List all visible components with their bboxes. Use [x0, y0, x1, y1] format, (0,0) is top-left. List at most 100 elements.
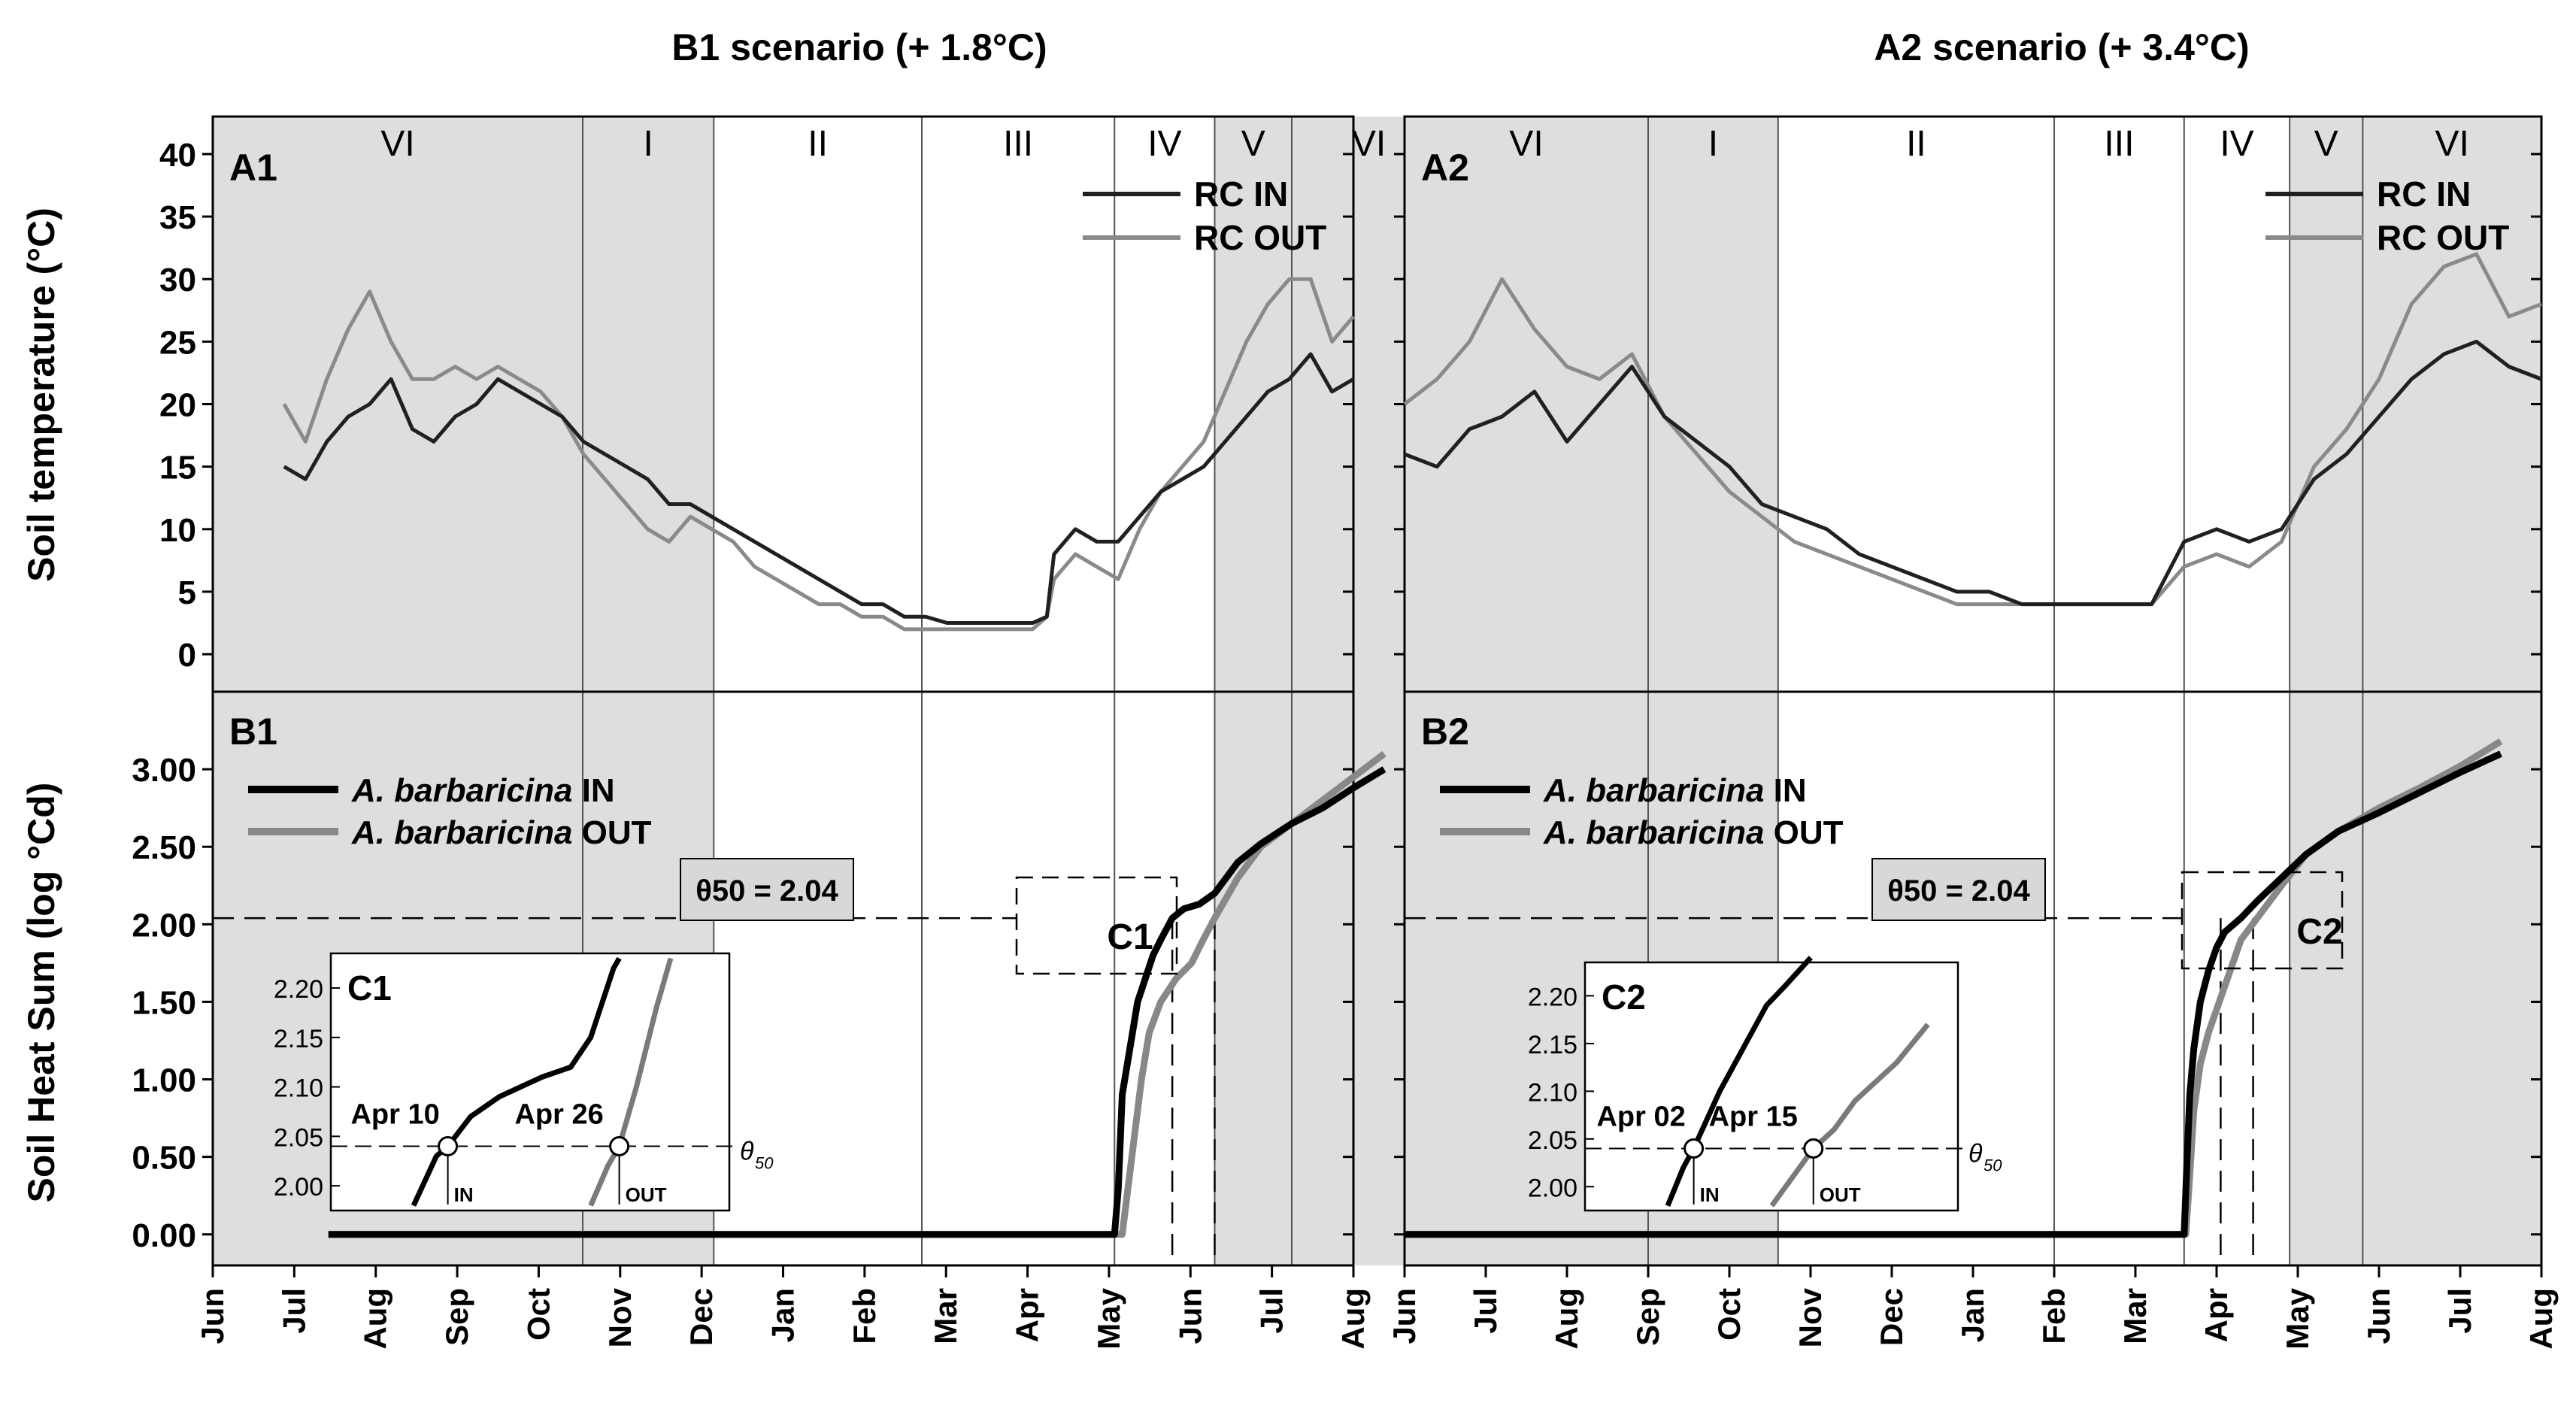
y-axis-label-temperature: Soil temperature (°C) [20, 208, 62, 582]
inset-cross-marker [438, 1136, 459, 1156]
x-tick-label: Nov [1793, 1287, 1828, 1347]
y-tick-label: 1.50 [132, 984, 196, 1021]
x-tick-label: Jul [276, 1288, 311, 1334]
phase-label: II [808, 124, 828, 164]
theta-box [680, 858, 854, 921]
x-tick-label: Aug [358, 1288, 393, 1350]
x-tick-label: Jan [765, 1288, 801, 1342]
x-tick-label: Jul [1468, 1288, 1503, 1334]
inset-date-label: Apr 02 [1596, 1101, 1685, 1133]
x-tick-label: Jun [2361, 1288, 2396, 1344]
inset-theta-symbol: θ [740, 1138, 754, 1166]
inset-tick-label: 2.10 [274, 1074, 323, 1103]
y-tick-label: 2.00 [132, 907, 196, 944]
phase-label: VI [2435, 124, 2469, 164]
inset-cross-marker [1683, 1138, 1705, 1159]
inset-curve [1665, 956, 1813, 1207]
theta-box-label: θ50 = 2.04 [696, 874, 838, 908]
phase-label: III [1003, 124, 1033, 164]
inset-tick-label: 2.10 [1528, 1078, 1577, 1107]
x-tick-label: Jul [2442, 1288, 2478, 1334]
zoom-label: C2 [2296, 912, 2342, 952]
temp-series-line [283, 352, 1355, 626]
inset-date-label: Apr 10 [350, 1099, 439, 1131]
y-tick-label: 15 [159, 450, 196, 486]
phase-label: I [643, 124, 653, 164]
legend-label: RC IN [2377, 174, 2471, 214]
x-tick-label: Oct [1711, 1288, 1747, 1341]
x-tick-label: May [2280, 1287, 2315, 1349]
x-tick-label: Aug [1549, 1288, 1584, 1350]
x-tick-label: Feb [847, 1288, 882, 1344]
inset-tick-label: 2.20 [1528, 983, 1577, 1011]
legend-label: A. barbaricina IN [1543, 772, 1807, 809]
inset-tick-label: 2.05 [274, 1123, 323, 1152]
inset-cross-tag: OUT [626, 1183, 667, 1206]
x-tick-label: Dec [683, 1288, 719, 1346]
inset-title: C2 [1602, 977, 1646, 1017]
temp-series-line [282, 277, 1355, 632]
inset-cross-tag: IN [454, 1183, 474, 1206]
x-tick-label: Nov [602, 1287, 638, 1347]
x-tick-label: Apr [2199, 1288, 2234, 1342]
panel-letter: A1 [229, 147, 277, 189]
inset-cross-marker [609, 1136, 630, 1156]
phase-label: VI [1352, 124, 1386, 164]
legend-label: A. barbaricina OUT [1543, 814, 1844, 851]
phase-label: VI [380, 124, 414, 164]
y-tick-label: 0.00 [132, 1217, 196, 1254]
inset-date-label: Apr 26 [514, 1099, 603, 1131]
y-tick-label: 5 [178, 574, 196, 611]
panel-title-a2: A2 scenario (+ 3.4°C) [1874, 26, 2249, 68]
legend-label: A. barbaricina IN [351, 772, 615, 809]
y-tick-label: 0.50 [132, 1140, 196, 1177]
inset-title: C1 [347, 968, 392, 1008]
phase-label: III [2104, 124, 2134, 164]
theta-box [1871, 858, 2046, 921]
inset-tick-label: 2.15 [1528, 1031, 1577, 1059]
phase-label: V [1241, 124, 1265, 164]
inset-tick-label: 2.15 [274, 1025, 323, 1053]
y-tick-label: 30 [159, 262, 196, 298]
phase-label: V [2314, 124, 2338, 164]
zoom-box [2181, 871, 2344, 970]
inset-theta-sub: 50 [1984, 1156, 2002, 1175]
inset-tick-label: 2.05 [1528, 1126, 1577, 1155]
y-tick-label: 35 [159, 199, 196, 236]
inset-tick-label: 2.00 [1528, 1174, 1577, 1202]
panel-letter: A2 [1421, 147, 1469, 189]
inset-date-label: Apr 15 [1709, 1101, 1798, 1133]
x-tick-label: Mar [2117, 1288, 2153, 1344]
panel-letter: B1 [229, 711, 277, 753]
zoom-label: C1 [1107, 917, 1153, 957]
phase-label: VI [1509, 124, 1543, 164]
x-tick-label: Jul [1254, 1288, 1290, 1334]
inset-tick-label: 2.20 [274, 975, 323, 1004]
theta-box-label: θ50 = 2.04 [1887, 874, 2030, 908]
x-tick-label: Apr [1010, 1288, 1045, 1342]
y-tick-label: 10 [159, 512, 196, 549]
y-tick-label: 20 [159, 387, 196, 424]
inset-cross-tag: OUT [1820, 1183, 1861, 1206]
y-tick-label: 2.50 [132, 829, 196, 866]
x-tick-label: Aug [2523, 1288, 2559, 1350]
legend-label: A. barbaricina OUT [351, 814, 652, 851]
legend-label: RC IN [1194, 174, 1288, 214]
x-tick-label: Jun [1386, 1288, 1422, 1344]
panel-title-b1: B1 scenario (+ 1.8°C) [671, 26, 1047, 68]
inset-cross-tag: IN [1700, 1183, 1720, 1206]
zoom-box [1015, 876, 1178, 975]
inset-curve [588, 957, 674, 1207]
x-tick-label: Jan [1955, 1288, 1990, 1342]
heat-series-line [1405, 750, 2502, 1238]
x-tick-label: Oct [520, 1288, 556, 1341]
inset-curve [1769, 1023, 1930, 1208]
y-tick-label: 25 [159, 324, 196, 361]
heat-series-line [1405, 738, 2503, 1238]
panel-letter: B2 [1421, 711, 1469, 753]
temp-series-line [1403, 252, 2542, 607]
y-tick-label: 1.00 [132, 1062, 196, 1099]
temp-series-line [1404, 339, 2542, 607]
